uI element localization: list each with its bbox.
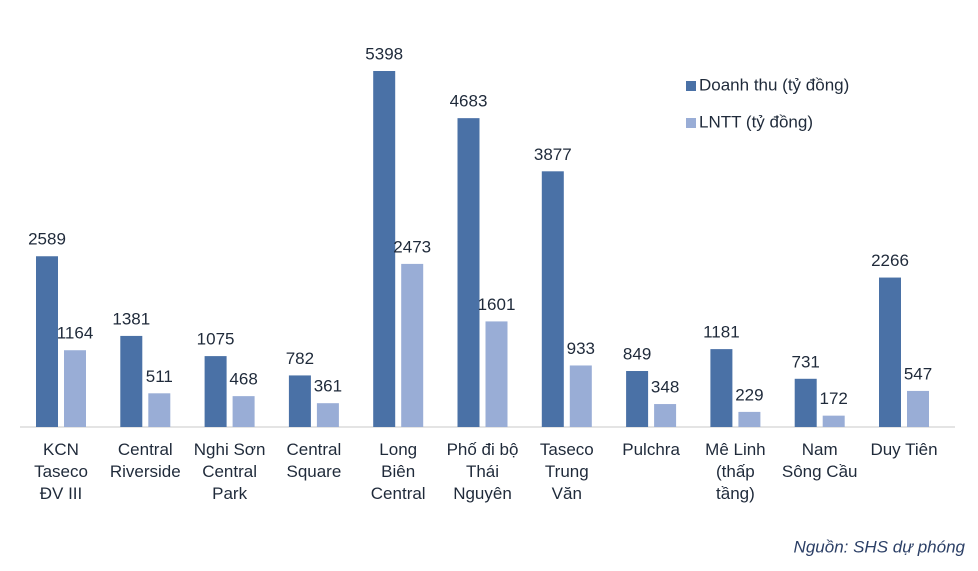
data-label: 172 (820, 389, 848, 408)
data-label: 348 (651, 378, 679, 397)
bar (204, 356, 227, 427)
bar (794, 378, 817, 427)
data-label: 468 (229, 370, 257, 389)
bar (738, 411, 761, 427)
data-label: 547 (904, 364, 932, 383)
data-label: 511 (146, 367, 173, 386)
source-note: Nguồn: SHS dự phóng (794, 537, 966, 556)
data-label: 1075 (197, 330, 235, 349)
data-label: 782 (286, 349, 314, 368)
legend-swatch (686, 81, 696, 91)
data-label: 3877 (534, 145, 572, 164)
bar (148, 393, 171, 427)
bar (373, 71, 396, 427)
data-label: 1181 (703, 323, 740, 342)
legend-label: LNTT (tỷ đồng) (699, 112, 813, 131)
x-tick-label: Pulchra (622, 440, 680, 459)
x-tick-label: Phố đi bộ Thái Nguyên (447, 440, 519, 503)
data-label: 2473 (393, 237, 431, 256)
x-tick-label: Mê Linh (thấp tầng) (705, 440, 765, 503)
bar (232, 396, 255, 427)
data-label: 361 (314, 377, 342, 396)
data-label: 1601 (478, 295, 516, 314)
bar (822, 415, 845, 427)
x-tick-label: Central Riverside (110, 440, 181, 481)
data-label: 5398 (365, 44, 403, 63)
bar (654, 404, 677, 427)
bar (316, 403, 339, 427)
bar (36, 256, 58, 427)
x-tick-label: Nghi Sơn Central Park (194, 440, 266, 503)
x-tick-label: KCN Taseco ĐV III (34, 440, 88, 503)
x-tick-label: Duy Tiên (870, 440, 937, 459)
data-label: 1381 (112, 309, 150, 328)
x-tick-label: Taseco Trung Văn (540, 440, 594, 503)
bar (541, 171, 564, 427)
bar (401, 263, 424, 427)
data-label: 849 (623, 344, 651, 363)
bar (626, 371, 649, 427)
bar (64, 350, 86, 427)
data-label: 731 (792, 352, 820, 371)
data-label: 4683 (450, 92, 488, 111)
data-label: 229 (735, 385, 763, 404)
bar (457, 118, 480, 427)
bar (569, 365, 592, 427)
legend-swatch (686, 118, 696, 128)
data-label: 2589 (28, 230, 66, 249)
bar (120, 335, 143, 427)
data-label: 2266 (871, 251, 909, 270)
bar (485, 321, 508, 427)
bar (288, 375, 311, 427)
x-tick-label: Central Square (286, 440, 341, 481)
data-label: 933 (567, 339, 595, 358)
bar (710, 349, 733, 427)
bar (879, 277, 901, 427)
legend-label: Doanh thu (tỷ đồng) (699, 75, 849, 94)
bar (907, 390, 929, 427)
x-tick-label: Nam Sông Cầu (782, 440, 858, 481)
x-tick-label: Long Biên Central (371, 440, 426, 503)
data-label: 1164 (57, 324, 94, 343)
